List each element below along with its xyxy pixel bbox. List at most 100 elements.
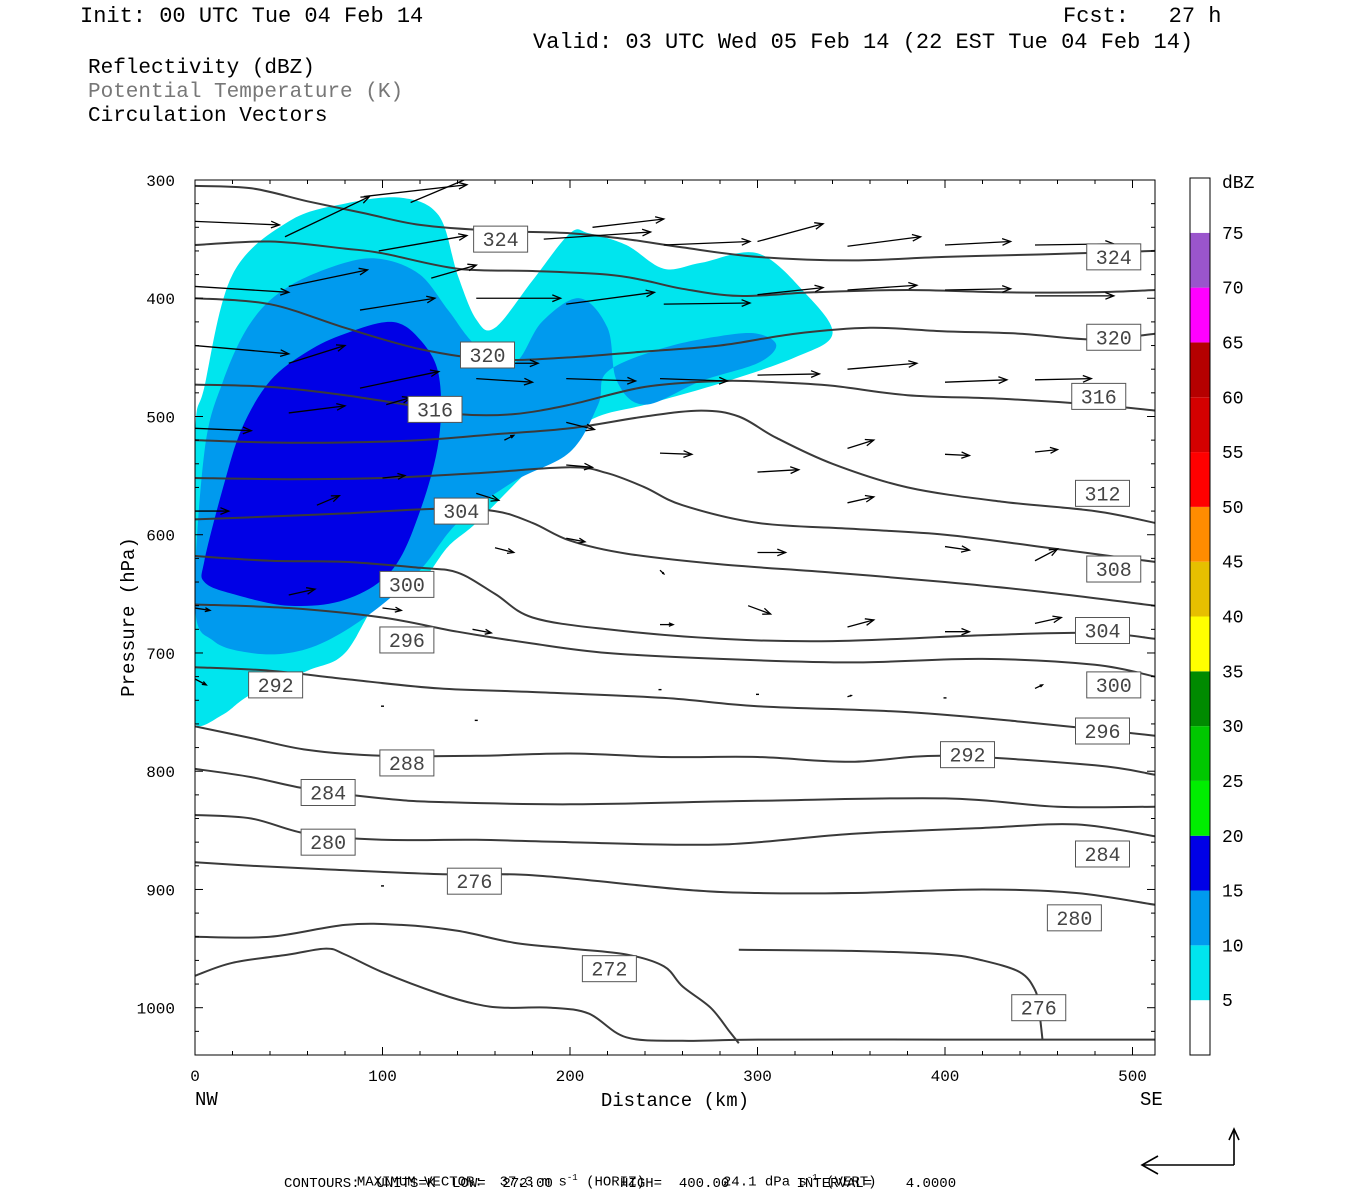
colorbar-swatch: [1190, 178, 1210, 233]
circulation-vector: [382, 606, 404, 613]
x-tick-label: 400: [931, 1068, 960, 1086]
x-axis-title: Distance (km): [601, 1090, 749, 1112]
theta-contour-276: [195, 922, 740, 1044]
theta-contour-332: [195, 184, 1155, 262]
circulation-vector: [1034, 684, 1045, 690]
svg-text:308: 308: [1096, 560, 1132, 583]
circulation-vector: [363, 181, 469, 198]
circulation-vector: [757, 222, 825, 243]
circulation-vector: [494, 547, 516, 555]
max-vector-vert-unit: (VERT): [817, 1174, 877, 1191]
contour-label: 284: [300, 779, 356, 807]
circulation-vector: [382, 472, 407, 480]
circulation-vector: [195, 426, 254, 435]
circulation-vector: [284, 195, 371, 238]
unit-exponent: -1: [806, 1173, 818, 1183]
theta-contour-292: [195, 725, 1155, 776]
circulation-vector: [757, 284, 825, 296]
circulation-vector: [1034, 615, 1064, 625]
max-vector-horiz: MAXIMUM VECTOR: 37.3 m s: [356, 1174, 567, 1191]
max-vector-line: MAXIMUM VECTOR: 37.3 m s-1 (HORIZ) 24.1 d…: [340, 1157, 877, 1191]
legend-reflectivity: Reflectivity (dBZ): [88, 57, 315, 80]
svg-text:304: 304: [1084, 622, 1120, 645]
colorbar-tick-label: 25: [1222, 773, 1244, 793]
colorbar-tick-label: 20: [1222, 828, 1244, 848]
circulation-vector: [476, 377, 535, 386]
colorbar-tick-label: 55: [1222, 444, 1244, 464]
svg-text:316: 316: [417, 400, 453, 423]
x-tick-label: 300: [743, 1068, 772, 1086]
circulation-vector: [847, 618, 876, 628]
svg-text:284: 284: [1084, 845, 1120, 868]
theta-contour-312: [195, 466, 1155, 563]
theta-contour-304: [195, 555, 1155, 643]
y-axis-title: Pressure (hPa): [118, 537, 140, 697]
contour-info-line: CONTOURS: UNITS=K LOW= 272.00 HIGH= 400.…: [284, 1176, 957, 1192]
circulation-vector: [378, 233, 469, 252]
contour-label: 324: [1086, 243, 1142, 271]
circulation-vector: [659, 569, 666, 576]
x-end-label-nw: NW: [195, 1089, 218, 1111]
contour-label: 304: [433, 497, 489, 525]
circulation-vector: [431, 263, 478, 279]
colorbar-tick-label: 50: [1222, 499, 1244, 519]
contour-label: 308: [1086, 555, 1142, 583]
circulation-vector: [566, 289, 657, 305]
init-time-label: Init: 00 UTC Tue 04 Feb 14: [80, 4, 424, 29]
contour-label: 324: [473, 225, 529, 253]
circulation-vector: [663, 299, 752, 308]
circulation-vector: [195, 344, 291, 358]
svg-text:324: 324: [483, 230, 519, 253]
contour-label: 276: [1011, 994, 1067, 1022]
circulation-vector: [847, 281, 919, 291]
colorbar-tick-label: 35: [1222, 663, 1244, 683]
colorbar-swatch: [1190, 616, 1210, 672]
circulation-vector: [659, 376, 730, 385]
circulation-vector: [472, 628, 494, 635]
circulation-vector: [757, 370, 822, 378]
svg-text:316: 316: [1081, 387, 1117, 410]
circulation-vector: [944, 451, 972, 459]
contour-label: 300: [379, 570, 435, 598]
colorbar-tick-label: 60: [1222, 389, 1244, 409]
circulation-vector: [1034, 446, 1060, 454]
circulation-vector: [1034, 548, 1060, 562]
svg-text:292: 292: [949, 746, 985, 769]
theta-contour-324: [195, 297, 1155, 362]
circulation-vector: [566, 537, 587, 544]
colorbar-tick-label: 45: [1222, 554, 1244, 574]
contour-label: 296: [379, 626, 435, 654]
colorbar-swatch: [1190, 232, 1210, 288]
theta-contour-308: [195, 507, 1155, 607]
theta-contour-272: [195, 947, 1155, 1042]
valid-time-label: Valid: 03 UTC Wed 05 Feb 14 (22 EST Tue …: [533, 30, 1194, 55]
svg-text:292: 292: [258, 676, 294, 699]
contour-label: 276: [446, 867, 502, 895]
unit-exponent: -1: [566, 1173, 578, 1183]
colorbar-swatch: [1190, 726, 1210, 781]
theta-contour-276: [738, 948, 1044, 1040]
theta-contour-328: [195, 240, 1155, 297]
x-tick-label: 200: [556, 1068, 585, 1086]
svg-text:284: 284: [310, 784, 346, 807]
contour-label: 284: [1075, 840, 1130, 868]
colorbar-tick-label: 5: [1222, 992, 1233, 1012]
theta-contour-300: [195, 603, 1155, 678]
circulation-vector: [288, 587, 317, 596]
y-tick-label: 300: [146, 173, 175, 191]
x-tick-label: 0: [190, 1068, 200, 1086]
svg-text:312: 312: [1084, 484, 1120, 507]
colorbar-tick-label: 75: [1222, 225, 1244, 245]
contour-label: 312: [1075, 479, 1130, 507]
circulation-vector: [566, 462, 595, 471]
circulation-vector: [944, 284, 1013, 293]
reference-vector-icon: [1140, 1127, 1240, 1175]
svg-text:276: 276: [456, 872, 492, 895]
contour-label: 320: [460, 341, 515, 369]
circulation-vector: [195, 220, 282, 229]
circulation-vector: [566, 421, 597, 432]
circulation-vector: [504, 434, 516, 441]
x-tick-label: 500: [1118, 1068, 1147, 1086]
theta-contour-296: [195, 666, 1155, 737]
